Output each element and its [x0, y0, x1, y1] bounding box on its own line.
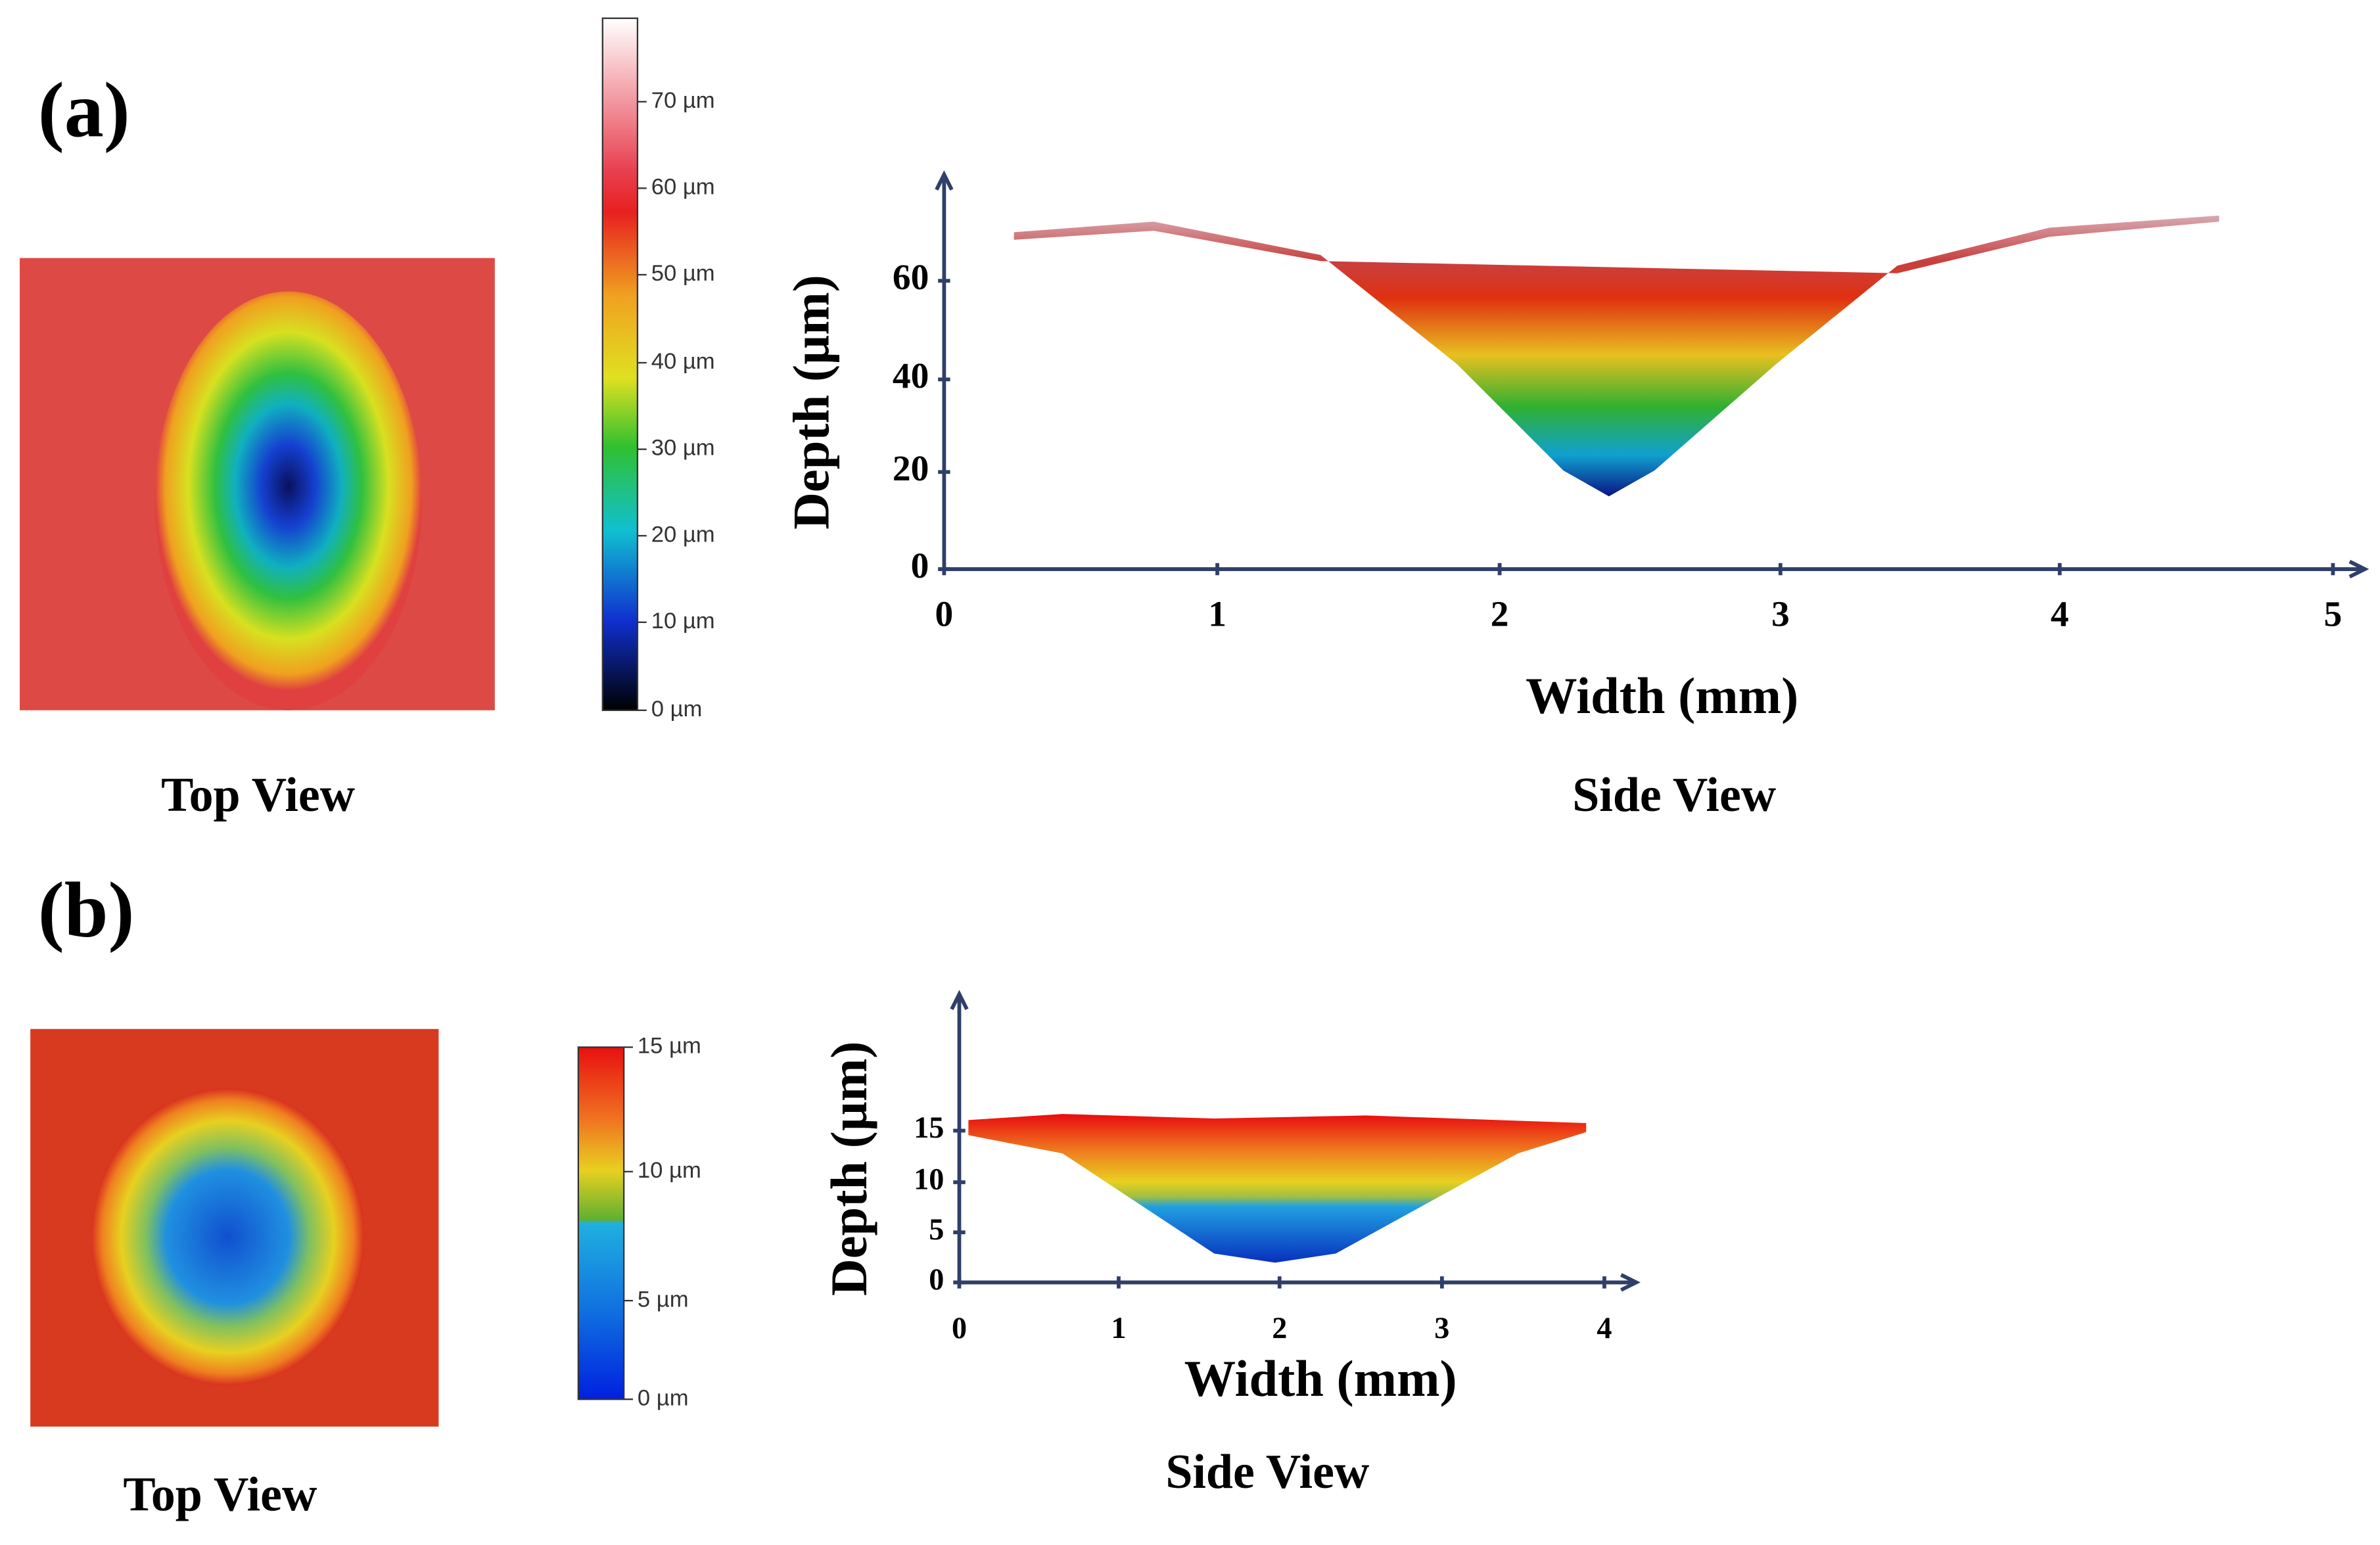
x-axis-arrow [2348, 559, 2369, 579]
x-tick-label: 0 [935, 594, 954, 634]
x-axis-arrow [1620, 1273, 1641, 1292]
y-axis-arrow [950, 990, 969, 1011]
top-view-crater [91, 1088, 365, 1386]
colorbar-tick-label: 30 µm [651, 436, 715, 461]
y-tick-label: 60 [893, 257, 929, 297]
colorbar-tick-label: 15 µm [638, 1034, 701, 1059]
colorbar-tick-label: 40 µm [651, 349, 715, 374]
side-view-caption: Side View [1572, 768, 1776, 821]
x-tick-label: 5 [2324, 594, 2343, 634]
top-view-caption: Top View [161, 768, 355, 821]
y-tick-label: 20 [893, 448, 929, 488]
x-tick-label: 2 [1491, 594, 1509, 634]
panel-label: (a) [38, 66, 130, 154]
x-axis-label: Width (mm) [1526, 667, 1798, 724]
colorbar-tick-label: 0 µm [651, 697, 703, 722]
y-tick-label: 10 [914, 1163, 944, 1196]
side-view-caption: Side View [1165, 1444, 1369, 1498]
x-tick-label: 4 [1597, 1311, 1612, 1345]
colorbar-tick-label: 20 µm [651, 522, 715, 547]
side-view-surface [968, 1114, 1587, 1263]
y-tick-label: 0 [911, 545, 929, 586]
colorbar [577, 1046, 625, 1400]
colorbar-tick-label: 10 µm [638, 1158, 701, 1183]
y-axis-label: Depth (µm) [820, 1041, 877, 1296]
y-axis-label: Depth (µm) [782, 275, 839, 530]
top-view-caption: Top View [123, 1467, 317, 1521]
x-tick-label: 4 [2051, 594, 2069, 634]
y-tick-label: 0 [929, 1262, 944, 1296]
side-view-surface [1014, 215, 2220, 497]
x-axis-label: Width (mm) [1184, 1350, 1457, 1407]
x-tick-label: 1 [1111, 1311, 1126, 1345]
colorbar-tick-label: 10 µm [651, 609, 715, 634]
colorbar-tick-label: 5 µm [638, 1287, 689, 1312]
y-tick-label: 40 [893, 356, 929, 396]
y-axis-arrow [935, 170, 954, 191]
top-view-crater [154, 291, 422, 710]
x-tick-label: 3 [1434, 1311, 1449, 1345]
x-tick-label: 0 [952, 1311, 967, 1345]
x-tick-label: 2 [1272, 1311, 1287, 1345]
colorbar-tick-label: 50 µm [651, 261, 715, 286]
colorbar [601, 17, 639, 711]
x-tick-label: 3 [1771, 594, 1790, 634]
y-tick-label: 15 [914, 1111, 944, 1144]
x-tick-label: 1 [1208, 594, 1226, 634]
panel-label: (b) [38, 866, 135, 954]
y-tick-label: 5 [929, 1212, 944, 1246]
colorbar-tick-label: 0 µm [638, 1385, 689, 1410]
colorbar-tick-label: 70 µm [651, 88, 715, 113]
colorbar-tick-label: 60 µm [651, 175, 715, 200]
